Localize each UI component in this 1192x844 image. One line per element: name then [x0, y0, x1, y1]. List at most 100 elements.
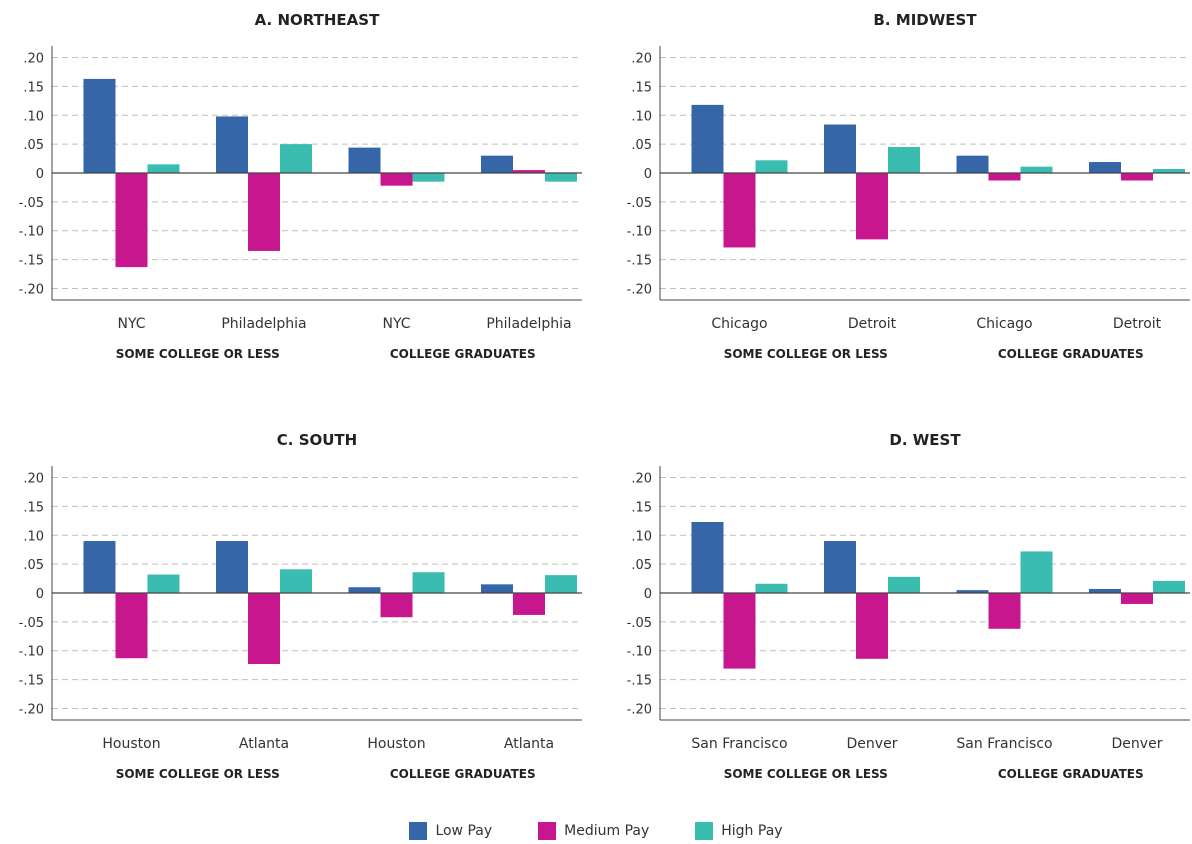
bar-medium-pay [988, 173, 1021, 181]
bar-low-pay [83, 78, 116, 173]
bar-high-pay [412, 572, 445, 593]
legend-label-medium-pay: Medium Pay [564, 823, 650, 839]
x-category-label: Atlanta [239, 736, 289, 752]
y-tick-label: .15 [23, 80, 44, 95]
x-group-label: COLLEGE GRADUATES [998, 347, 1144, 361]
y-tick-label: -.05 [627, 196, 652, 211]
legend-item-high-pay: High Pay [695, 822, 783, 840]
bar-low-pay [1089, 588, 1121, 593]
bar-low-pay [481, 155, 513, 173]
bar-high-pay [1020, 166, 1053, 173]
y-tick-label: -.10 [627, 225, 652, 240]
y-tick-label: .20 [23, 472, 44, 487]
bar-high-pay [1153, 168, 1185, 173]
bar-low-pay [824, 541, 856, 593]
y-tick-label: .05 [23, 558, 44, 573]
bar-high-pay [147, 164, 180, 173]
bar-medium-pay [380, 173, 413, 186]
x-category-label: Denver [847, 736, 898, 752]
y-tick-label: .10 [631, 529, 652, 544]
y-tick-label: -.05 [627, 616, 652, 631]
bar-medium-pay [1121, 173, 1153, 181]
bar-medium-pay [513, 593, 545, 615]
bar-high-pay [888, 147, 920, 173]
legend: Low Pay Medium Pay High Pay [0, 818, 1192, 844]
y-tick-label: 0 [644, 587, 652, 602]
legend-swatch-low-pay [409, 822, 428, 840]
bar-high-pay [755, 583, 788, 593]
bar-low-pay [481, 584, 513, 593]
bar-medium-pay [856, 593, 888, 659]
y-tick-label: 0 [36, 587, 44, 602]
bar-medium-pay [380, 593, 413, 618]
y-tick-label: -.05 [19, 196, 44, 211]
x-group-label: SOME COLLEGE OR LESS [724, 347, 888, 361]
x-category-label: NYC [117, 316, 145, 332]
chart-title: D. WEST [889, 431, 961, 449]
bar-medium-pay [115, 593, 148, 659]
y-tick-label: -.15 [19, 674, 44, 689]
y-tick-label: .10 [23, 529, 44, 544]
bar-medium-pay [856, 173, 888, 240]
y-tick-label: -.05 [19, 616, 44, 631]
y-tick-label: .05 [631, 558, 652, 573]
bar-high-pay [1020, 551, 1053, 593]
x-category-label: Detroit [848, 316, 897, 332]
x-category-label: Houston [367, 736, 425, 752]
bar-medium-pay [723, 173, 756, 248]
bar-low-pay [956, 590, 989, 593]
bar-low-pay [348, 147, 381, 173]
x-category-label: NYC [382, 316, 410, 332]
bar-medium-pay [248, 593, 280, 665]
bar-high-pay [545, 575, 577, 593]
y-tick-label: .10 [23, 109, 44, 124]
bar-high-pay [755, 160, 788, 173]
x-category-label: Chicago [711, 316, 767, 332]
x-category-label: Philadelphia [486, 316, 571, 332]
y-tick-label: .20 [631, 472, 652, 487]
y-tick-label: .15 [631, 500, 652, 515]
bar-medium-pay [248, 173, 280, 251]
bar-low-pay [348, 587, 381, 593]
chart-title: C. SOUTH [277, 431, 357, 449]
bar-high-pay [280, 144, 312, 173]
x-category-label: Atlanta [504, 736, 554, 752]
x-group-label: COLLEGE GRADUATES [390, 347, 536, 361]
bar-high-pay [147, 574, 180, 593]
y-tick-label: -.20 [19, 282, 44, 297]
bar-low-pay [824, 124, 856, 173]
y-tick-label: -.20 [627, 282, 652, 297]
legend-swatch-high-pay [695, 822, 714, 840]
y-tick-label: -.20 [19, 702, 44, 717]
y-tick-label: .20 [23, 52, 44, 67]
bar-high-pay [888, 576, 920, 593]
legend-item-low-pay: Low Pay [409, 822, 492, 840]
x-category-label: Denver [1112, 736, 1163, 752]
bar-low-pay [956, 155, 989, 173]
bar-medium-pay [988, 593, 1021, 629]
chart-title: B. MIDWEST [873, 11, 977, 29]
bar-high-pay [1153, 580, 1185, 593]
x-group-label: SOME COLLEGE OR LESS [724, 767, 888, 781]
bar-medium-pay [723, 593, 756, 669]
y-tick-label: -.10 [19, 645, 44, 660]
x-group-label: SOME COLLEGE OR LESS [116, 767, 280, 781]
y-tick-label: -.10 [19, 225, 44, 240]
y-tick-label: -.15 [627, 254, 652, 269]
y-tick-label: .05 [23, 138, 44, 153]
y-tick-label: -.15 [627, 674, 652, 689]
x-category-label: Philadelphia [221, 316, 306, 332]
y-tick-label: .15 [631, 80, 652, 95]
x-category-label: Houston [102, 736, 160, 752]
x-category-label: San Francisco [956, 736, 1052, 752]
y-tick-label: .15 [23, 500, 44, 515]
x-category-label: Detroit [1113, 316, 1162, 332]
bar-low-pay [691, 521, 724, 593]
bar-medium-pay [115, 173, 148, 268]
bar-low-pay [691, 104, 724, 173]
y-tick-label: .05 [631, 138, 652, 153]
x-category-label: Chicago [976, 316, 1032, 332]
legend-label-low-pay: Low Pay [435, 823, 493, 839]
bar-low-pay [216, 116, 248, 173]
bar-medium-pay [1121, 593, 1153, 604]
